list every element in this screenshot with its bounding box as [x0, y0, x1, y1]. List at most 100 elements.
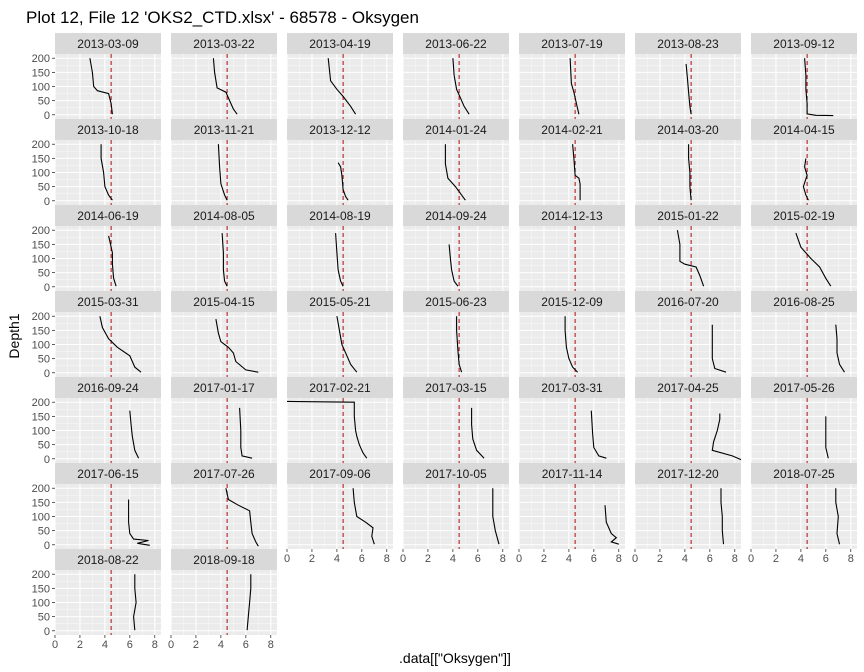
y-tick-label: 100: [32, 426, 50, 438]
facet-strip: [287, 291, 393, 312]
x-tick-label: 0: [748, 553, 754, 565]
facet-strip: [751, 205, 857, 226]
y-tick-label: 0: [44, 368, 50, 380]
facet-strip: [403, 119, 509, 140]
facet-panel: 2018-08-22 0 50 100 150 200 0 2 4 6 8: [32, 549, 161, 651]
facet-label: 2013-03-22: [193, 37, 255, 51]
facet-panel: 2014-09-24: [402, 205, 509, 291]
facet-label: 2015-02-19: [773, 209, 835, 223]
facet-label: 2017-06-15: [77, 467, 139, 481]
facet-label: 2014-12-13: [541, 209, 603, 223]
x-tick-label: 8: [152, 639, 158, 651]
facet-label: 2017-04-25: [657, 381, 719, 395]
facet-panel: 2017-03-31: [518, 377, 625, 463]
x-tick-label: 0: [632, 553, 638, 565]
facet-label: 2017-01-17: [193, 381, 255, 395]
y-tick-label: 50: [38, 612, 50, 624]
series-line: [327, 58, 357, 115]
facet-label: 2015-06-23: [425, 295, 487, 309]
facet-panel: 2015-05-21: [286, 291, 393, 377]
y-tick-label: 50: [38, 268, 50, 280]
facet-strip: [171, 377, 277, 398]
facet-panel: 2013-09-12: [750, 33, 857, 119]
series-line: [246, 574, 252, 631]
y-tick-label: 0: [44, 454, 50, 466]
series-line: [352, 488, 375, 545]
facet-panel: 2017-01-17: [170, 377, 277, 463]
facet-label: 2014-03-20: [657, 123, 719, 137]
series-line: [835, 324, 845, 373]
facet-strip: [403, 377, 509, 398]
y-tick-label: 100: [32, 82, 50, 94]
series-line: [804, 58, 834, 117]
facet-strip: [519, 205, 625, 226]
facet-label: 2015-03-31: [77, 295, 139, 309]
y-tick-label: 150: [32, 67, 50, 79]
y-tick-label: 200: [32, 397, 50, 409]
facet-label: 2018-08-22: [77, 553, 139, 567]
facet-panel: 2017-05-26: [750, 377, 857, 463]
x-tick-label: 2: [541, 553, 547, 565]
x-tick-label: 6: [707, 553, 713, 565]
series-line: [335, 233, 344, 287]
facet-strip: [519, 377, 625, 398]
facet-panel: 2017-09-06 0 2 4 6 8: [284, 463, 393, 565]
facet-label: 2017-07-26: [193, 467, 255, 481]
facet-strip: [751, 33, 857, 54]
facet-panel: 2017-02-21: [286, 377, 393, 463]
facet-strip: [171, 33, 277, 54]
facet-label: 2015-01-22: [657, 209, 719, 223]
facet-label: 2016-07-20: [657, 295, 719, 309]
series-line: [215, 319, 259, 373]
x-tick-label: 4: [334, 553, 340, 565]
facet-panel: 2015-06-23: [402, 291, 509, 377]
y-tick-label: 150: [32, 325, 50, 337]
x-tick-label: 8: [500, 553, 506, 565]
facet-label: 2014-09-24: [425, 209, 487, 223]
x-tick-label: 6: [591, 553, 597, 565]
y-tick-label: 50: [38, 354, 50, 366]
facet-panel: 2017-11-14 0 2 4 6 8: [516, 463, 625, 565]
facet-panel: 2013-11-21: [170, 119, 277, 205]
facet-strip: [287, 377, 393, 398]
series-line: [711, 324, 727, 373]
series-line: [212, 58, 238, 115]
y-tick-label: 200: [32, 139, 50, 151]
series-line: [221, 233, 228, 287]
series-line: [89, 58, 113, 115]
facet-strip: [751, 377, 857, 398]
facet-label: 2013-03-09: [77, 37, 139, 51]
facet-label: 2015-12-09: [541, 295, 603, 309]
facet-panel: 2016-08-25: [750, 291, 857, 377]
facet-label: 2014-06-19: [77, 209, 139, 223]
facet-panel: 2016-07-20: [634, 291, 741, 377]
y-tick-label: 200: [32, 569, 50, 581]
y-tick-label: 100: [32, 512, 50, 524]
series-line: [676, 230, 705, 287]
y-axis-title: Depth1: [6, 313, 22, 358]
facet-panel: 2017-12-20 0 2 4 6 8: [632, 463, 741, 565]
series-line: [100, 144, 113, 201]
facet-strip: [171, 205, 277, 226]
x-tick-label: 8: [732, 553, 738, 565]
x-tick-label: 0: [168, 639, 174, 651]
y-tick-label: 150: [32, 153, 50, 165]
facet-strip: [403, 463, 509, 484]
facet-panel: 2015-01-22: [634, 205, 741, 291]
facet-label: 2017-02-21: [309, 381, 371, 395]
facet-strip: [55, 549, 161, 570]
series-line: [492, 488, 500, 545]
series-line: [471, 407, 485, 459]
series-line: [572, 144, 581, 201]
series-line: [217, 144, 228, 201]
y-tick-label: 150: [32, 497, 50, 509]
facet-strip: [751, 291, 857, 312]
series-line: [444, 144, 466, 201]
facet-strip: [635, 119, 741, 140]
x-tick-label: 0: [284, 553, 290, 565]
y-tick-label: 50: [38, 440, 50, 452]
facet-strip: [751, 119, 857, 140]
facet-label: 2014-01-24: [425, 123, 487, 137]
x-tick-label: 2: [657, 553, 663, 565]
